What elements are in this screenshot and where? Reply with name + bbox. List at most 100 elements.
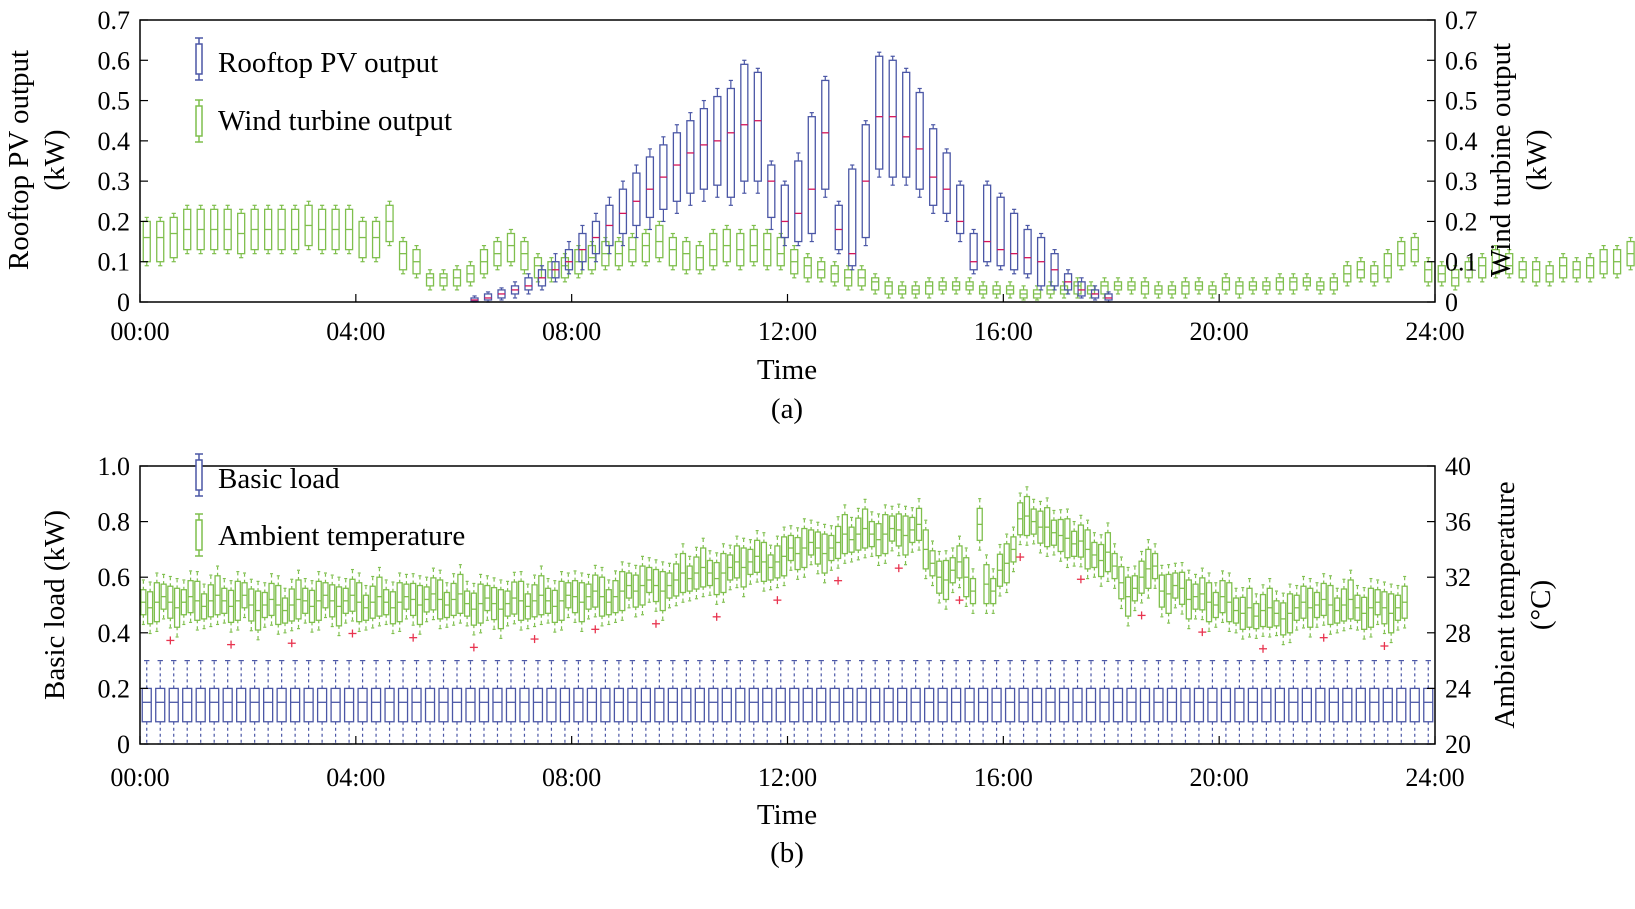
temp-box (983, 554, 990, 614)
y-tick-label-left: 0.4 (98, 127, 131, 156)
temp-box (194, 571, 201, 631)
load-box-body (1058, 687, 1070, 723)
wind-box (1612, 245, 1622, 279)
temp-box (760, 532, 768, 592)
pv-box (605, 196, 614, 255)
wind-box-body (506, 232, 516, 263)
pv-box (848, 164, 857, 271)
load-box-body (289, 687, 301, 723)
temp-box (1023, 486, 1031, 546)
y-tick-label-left: 0.8 (98, 508, 131, 537)
pv-box-body (564, 248, 574, 271)
wind-box (1005, 281, 1015, 299)
load-box-body (1085, 687, 1097, 723)
axis-ticks-b: 0 0.2 0.4 0.6 0.8 1.0 20 24 28 32 36 40 00:00 04:00 08… (98, 452, 1472, 792)
temp-box (1104, 522, 1112, 582)
pv-box-body (902, 71, 911, 178)
wind-box (1032, 285, 1042, 301)
load-box (1004, 659, 1016, 745)
y-tick-label-right: 0.6 (1445, 46, 1478, 75)
wind-box (196, 204, 205, 255)
load-box-body (708, 687, 719, 723)
pv-box (794, 152, 803, 247)
temp-box (268, 573, 275, 626)
y-tick-label-left: 0.3 (98, 167, 131, 196)
temp-box (1185, 569, 1192, 630)
temp-box (423, 576, 430, 623)
pv-box (699, 99, 709, 202)
y-tick-label-right: 0.1 (1445, 248, 1478, 277)
wind-box (924, 277, 934, 299)
temp-box (915, 498, 923, 551)
pv-box (861, 120, 870, 247)
y-label-right-a-line2: (kW) (1521, 129, 1553, 190)
wind-box (290, 204, 300, 255)
load-box-body (694, 687, 705, 723)
wind-box (1478, 253, 1487, 283)
temp-box (227, 580, 235, 633)
pv-box (1036, 232, 1046, 291)
load-box (1166, 659, 1178, 745)
wind-box (1383, 249, 1392, 283)
temp-box (841, 504, 848, 564)
y-axis-label-right-b: Ambient temperature (°C) (1489, 481, 1557, 728)
wind-box-body (1181, 281, 1190, 295)
y-tick-label-left: 0.5 (98, 87, 131, 116)
wind-box (614, 236, 624, 271)
load-box (1207, 659, 1218, 745)
temp-box (855, 507, 862, 561)
legend-swatch-load (195, 453, 203, 497)
wind-box (1154, 281, 1163, 299)
temp-box (1111, 543, 1118, 589)
temp-box (787, 525, 795, 571)
temp-box (895, 503, 902, 557)
pv-box (767, 160, 776, 231)
load-box (465, 659, 476, 745)
pv-box (1063, 269, 1073, 295)
load-box (519, 659, 530, 745)
load-box-body (316, 687, 328, 723)
temp-box (1374, 579, 1381, 626)
load-box-body (816, 687, 827, 723)
temp-box (848, 516, 855, 563)
load-box-body (546, 687, 557, 723)
temp-box (1226, 572, 1233, 633)
pv-box-body (982, 184, 992, 263)
temp-box (1212, 582, 1219, 628)
load-box-body (883, 687, 894, 723)
load-box-body (249, 687, 260, 723)
load-box (222, 659, 233, 745)
temp-box (470, 582, 478, 636)
outlier-marker (955, 596, 964, 605)
temp-box (477, 573, 484, 634)
temp-box (646, 557, 653, 603)
x-tick-label: 24:00 (1405, 763, 1464, 792)
x-tick-label: 08:00 (542, 317, 601, 346)
y-tick-label-right: 0.4 (1445, 127, 1478, 156)
wind-box (871, 273, 880, 295)
load-box-body (991, 687, 1002, 723)
wind-box (1019, 285, 1028, 301)
temp-box (909, 507, 916, 553)
x-axis-label-a: Time (757, 354, 817, 386)
load-box (357, 659, 368, 745)
wind-box (965, 277, 974, 295)
wind-box (237, 208, 246, 259)
pv-box-body (672, 132, 682, 202)
wind-box (425, 269, 435, 291)
load-box (573, 659, 584, 745)
temperature-outliers (166, 553, 1389, 653)
outlier-marker (287, 639, 296, 648)
y-tick-label-right: 32 (1445, 563, 1471, 592)
load-box-body (573, 687, 584, 723)
load-box-body (667, 687, 678, 723)
temp-box (1172, 562, 1179, 609)
wind-box (951, 277, 961, 295)
temp-box (329, 574, 336, 628)
load-box-body (1261, 687, 1272, 723)
load-box-body (303, 687, 314, 723)
y-tick-label-left: 0.7 (98, 6, 131, 35)
y-tick-label-left: 0.4 (98, 619, 131, 648)
load-box-body (1166, 687, 1178, 723)
pv-box-body (1077, 281, 1086, 297)
